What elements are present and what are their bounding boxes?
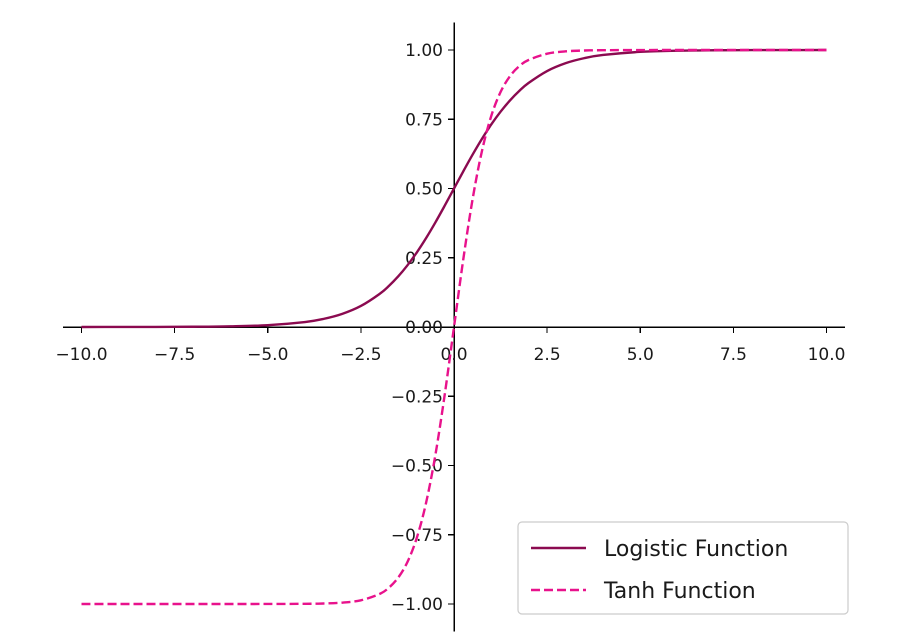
series-line-tanh xyxy=(81,48,827,606)
axes: −10.0 −7.5 −5.0 −2.5 0.0 2.5 5.0 7.5 10.0 −1.00 −0… xyxy=(55,22,846,632)
x-tick-label: −5.0 xyxy=(247,345,288,365)
series-layer xyxy=(81,48,827,606)
x-tick-label: 5.0 xyxy=(627,345,654,365)
legend: Logistic Function Tanh Function xyxy=(517,521,849,615)
x-tick-label: −2.5 xyxy=(340,345,381,365)
x-tick-label: −7.5 xyxy=(154,345,195,365)
x-tick-label: 0.0 xyxy=(440,345,467,365)
y-tick-label: 0.50 xyxy=(405,180,443,200)
legend-frame xyxy=(517,521,849,615)
y-tick-label: 1.00 xyxy=(405,41,443,61)
legend-label-tanh: Tanh Function xyxy=(603,579,756,604)
x-tick-label: 7.5 xyxy=(720,345,747,365)
y-tick-label: 0.75 xyxy=(405,110,443,130)
y-tick-label: −0.50 xyxy=(391,457,443,477)
x-tick-label: 2.5 xyxy=(534,345,561,365)
series-line-logistic xyxy=(81,48,827,329)
x-tick-label: 10.0 xyxy=(808,345,846,365)
x-tick-label: −10.0 xyxy=(55,345,107,365)
y-tick-label: 0.00 xyxy=(405,318,443,338)
legend-label-logistic: Logistic Function xyxy=(604,537,788,562)
y-tick-label: 0.25 xyxy=(405,249,443,269)
y-tick-label: −1.00 xyxy=(391,595,443,615)
y-tick-label: −0.25 xyxy=(391,387,443,407)
